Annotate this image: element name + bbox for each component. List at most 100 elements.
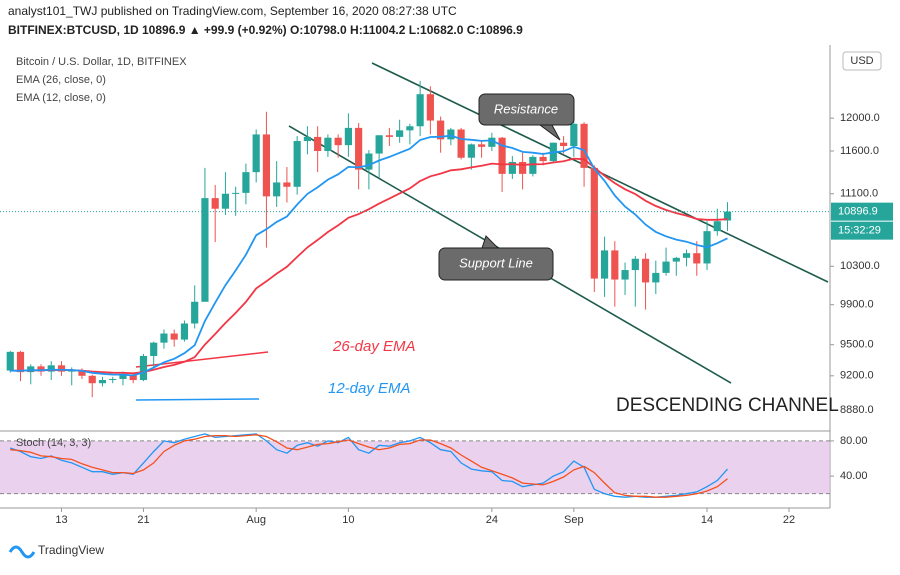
y-tick-label: 12000.0 [840,112,880,124]
last-price-label: 10896.9 [838,206,878,218]
candle-body [191,301,199,324]
candle-body [590,167,598,279]
candle-body [723,211,732,221]
candle-body [385,135,393,137]
candle-body [170,333,178,340]
candle-body [621,270,629,280]
candle-body [662,261,670,273]
candle-body [98,380,107,384]
x-tick-label: 10 [342,514,354,526]
candle-body [355,127,363,170]
candle-body [129,374,137,381]
x-tick-label: Aug [246,514,266,526]
legend-entry: EMA (26, close, 0) [16,74,106,86]
y-tick-label: 40.00 [840,470,868,482]
candle-body [498,137,506,174]
header-line: BITFINEX:BTCUSD, 1D 10896.9 ▲ +99.9 (+0.… [8,23,523,37]
callout-pointer [538,124,561,141]
annotation: 12-day EMA [328,380,411,397]
candle-body [252,134,260,173]
candle-body [488,137,496,147]
candle-body [580,123,588,168]
candle-body [334,137,342,146]
candle-body [57,365,66,372]
y-tick-label: 9200.0 [840,370,874,382]
x-tick-label: Sep [564,514,584,526]
annotation: 26-day EMA [332,338,416,355]
countdown-box [831,221,893,240]
y-tick-label: 9900.0 [840,299,874,311]
candle-body [600,250,609,279]
countdown: 15:32:29 [838,225,881,237]
candle-body [109,378,117,381]
candle-body [508,161,516,174]
candle-body [457,129,465,158]
candle-body [160,333,168,343]
candle-body [68,370,76,372]
y-tick-label: 8880.0 [840,404,874,416]
legend-title: Bitcoin / U.S. Dollar, 1D, BITFINEX [16,56,187,68]
logo [8,545,36,559]
legend-entry: EMA (12, close, 0) [16,92,106,104]
candle-body [539,156,547,162]
candle-body [478,144,486,147]
candle-body [611,250,619,280]
header-line: analyst101_TWJ published on TradingView.… [8,4,457,18]
ema-line [10,157,728,375]
y-tick-label: 10300.0 [840,260,880,272]
candle-body [426,94,434,121]
candle-body [324,137,332,152]
y-tick-label: 80.00 [840,435,868,447]
brand: TradingView [38,543,104,557]
last-price-box [831,202,893,221]
candle-body [375,135,383,154]
candle-body [396,130,404,137]
y-tick-label: 9500.0 [840,339,874,351]
candle-body [37,366,45,372]
candle-body [559,142,568,147]
candle-body [47,365,55,372]
candle-body [150,342,158,356]
callout-pointer [481,235,500,249]
candle-body [221,193,230,209]
y-tick-label: 11100.0 [840,188,878,200]
candle-body [570,123,578,147]
candle-body [273,182,281,197]
candle-body [232,192,240,194]
candle-body [314,136,322,152]
ema-annotation-line [135,398,260,401]
x-tick-label: 24 [486,514,498,526]
candle-body [416,94,424,127]
candle-body [303,136,311,142]
candle-body [293,141,301,187]
x-tick-label: 14 [701,514,713,526]
candle-body [682,253,691,258]
callout [478,93,575,126]
candle-body [467,144,475,158]
ema-line [10,134,728,377]
candle-body [211,198,219,209]
currency-box[interactable] [842,51,882,71]
candle-body [693,253,701,264]
candle-body [344,127,352,146]
legend-title: Stoch (14, 3, 3) [16,437,91,449]
candle-body [16,351,25,373]
candle-body [529,156,537,174]
candle-body [365,153,373,170]
candle-body [262,134,271,197]
candle-body [672,257,680,262]
candle-body [406,126,414,131]
candle-body [242,172,250,193]
currency: USD [850,55,873,67]
candle-body [519,161,527,174]
candle-body [78,370,86,376]
stoch-band [0,440,830,494]
candle-body [201,198,209,302]
candle-body [283,182,291,187]
x-tick-label: 13 [55,514,67,526]
y-tick-label: 11600.0 [840,145,879,157]
candle-body [437,120,445,140]
annotation: DESCENDING CHANNEL [616,395,839,416]
candle-body [631,258,639,271]
